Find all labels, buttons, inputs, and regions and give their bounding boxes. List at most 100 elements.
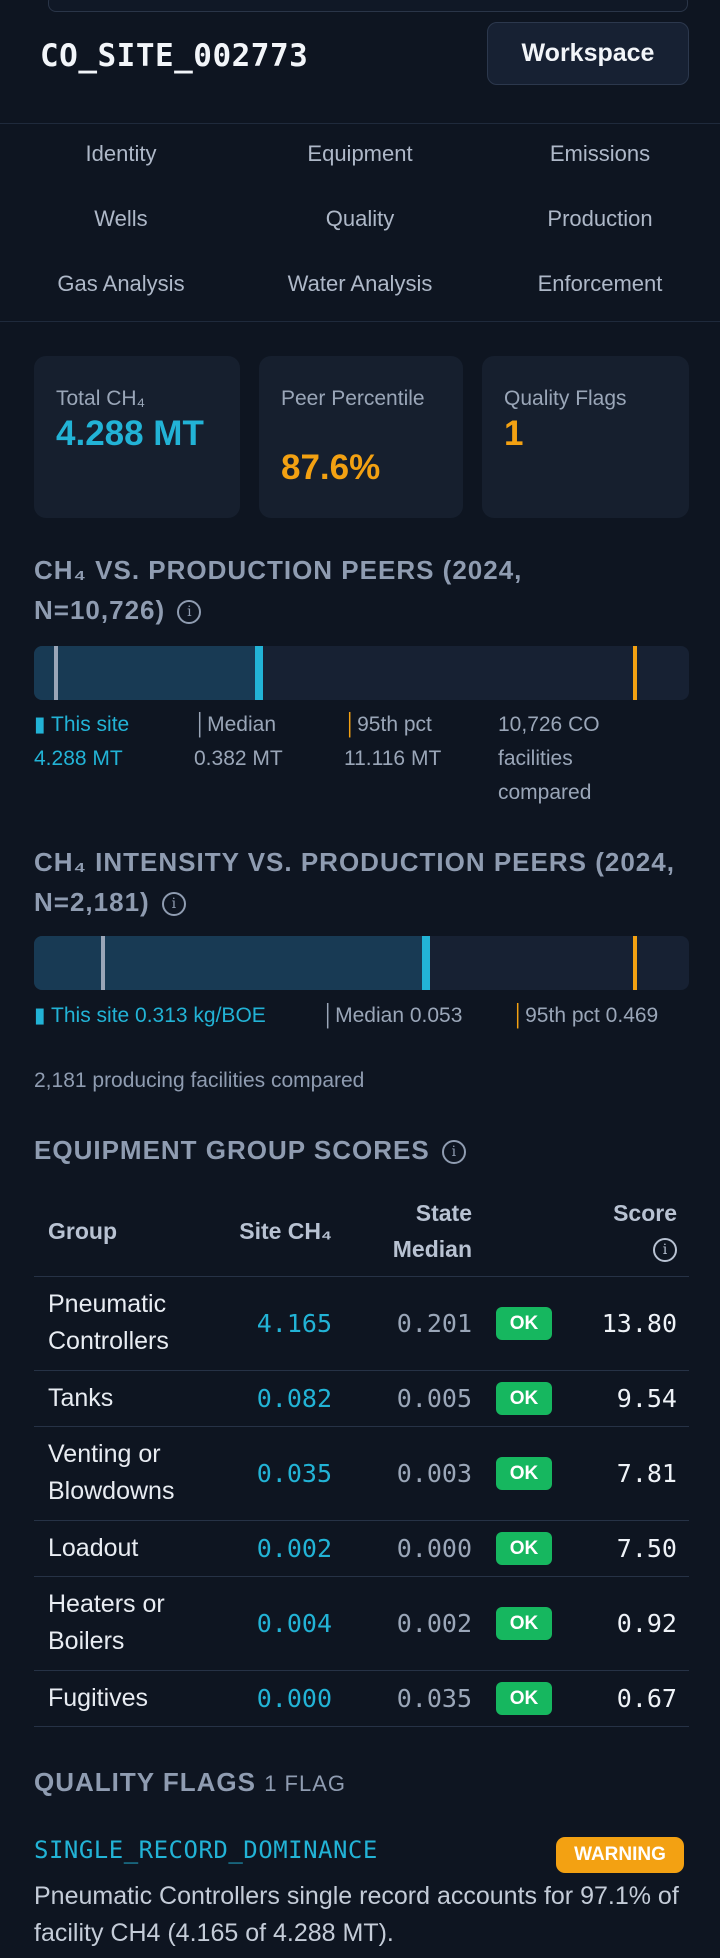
production-site-legend: ▮ This site 4.288 MT [34,708,129,776]
production-compared-note: 10,726 CO facilities compared [498,713,600,804]
production-median-label: Median [207,713,277,736]
production-p95-label: 95th pct [357,713,432,736]
production-median-marker [54,646,58,700]
total-ch4-card: Total CH₄ 4.288 MT [34,356,240,518]
ok-badge: OK [496,1681,552,1715]
ok-badge: OK [496,1381,552,1415]
tab-quality[interactable]: Quality [325,206,395,231]
state-median-value: 0.035 [344,1670,484,1727]
equipment-scores-title: EQUIPMENT GROUP SCORES i [34,1130,466,1170]
table-row: Loadout 0.002 0.000 OK 7.50 [34,1520,689,1577]
production-median-value: 0.382 MT [194,747,283,770]
table-row: Heaters or Boilers 0.004 0.002 OK 0.92 [34,1576,689,1671]
intensity-p95-marker [633,936,637,990]
equipment-group-name: Loadout [34,1520,234,1577]
status-badge: OK [484,1370,564,1427]
tab-gas-analysis[interactable]: Gas Analysis [57,271,185,296]
info-icon[interactable]: i [161,892,186,916]
column-header-state-median[interactable]: State Median [344,1186,484,1277]
column-header-site[interactable]: Site CH₄ [234,1186,344,1277]
intensity-site-marker [422,936,430,990]
equipment-group-name: Fugitives [34,1670,234,1727]
intensity-site-legend: ▮ This site 0.313 kg/BOE [34,1004,266,1027]
equipment-group-name: Tanks [34,1370,234,1427]
intensity-p95-legend: │95th pct 0.469 [512,1004,659,1027]
state-median-value: 0.201 [344,1276,484,1371]
equipment-group-name: Pneumatic Controllers [34,1276,234,1371]
tab-enforcement[interactable]: Enforcement [537,271,663,296]
top-search-strip[interactable] [48,0,688,12]
tab-equipment[interactable]: Equipment [307,141,413,166]
quality-flags-card: Quality Flags 1 [482,356,689,518]
ok-badge: OK [496,1306,552,1340]
production-median-legend: │Median 0.382 MT [194,708,283,776]
quality-flags-value: 1 [504,414,524,453]
equipment-group-name: Heaters or Boilers [34,1576,234,1671]
site-ch4-value: 0.004 [234,1576,344,1671]
table-row: Tanks 0.082 0.005 OK 9.54 [34,1370,689,1427]
production-p95-legend: │95th pct 11.116 MT [344,708,441,776]
site-header: CO_SITE_002773 Workspace [0,0,720,124]
section-tabs: Identity Equipment Emissions Wells Quali… [0,124,720,322]
column-header-score[interactable]: Score i [564,1186,689,1277]
intensity-median-legend: │Median 0.053 [322,1004,463,1027]
workspace-button[interactable]: Workspace [487,22,689,85]
site-ch4-value: 0.000 [234,1670,344,1727]
intensity-site-text: This site 0.313 kg/BOE [51,1004,266,1027]
intensity-peers-title-text: CH₄ INTENSITY VS. PRODUCTION PEERS (2024… [34,847,675,917]
info-icon[interactable]: i [653,1237,677,1262]
quality-flags-title: QUALITY FLAGS 1 FLAG [34,1762,346,1804]
site-ch4-value: 0.082 [234,1370,344,1427]
table-row: Pneumatic Controllers 4.165 0.201 OK 13.80 [34,1276,689,1371]
score-value: 7.50 [564,1520,689,1577]
production-p95-marker [633,646,637,700]
tab-emissions[interactable]: Emissions [549,141,651,166]
flag-description: Pneumatic Controllers single record acco… [34,1882,679,1947]
score-value: 7.81 [564,1426,689,1521]
status-badge: OK [484,1276,564,1371]
production-peers-bar [34,646,689,700]
tab-production[interactable]: Production [547,206,653,231]
score-value: 13.80 [564,1276,689,1371]
state-median-value: 0.000 [344,1520,484,1577]
state-median-value: 0.002 [344,1576,484,1671]
state-median-value: 0.005 [344,1370,484,1427]
column-header-group[interactable]: Group [34,1186,234,1277]
status-badge: OK [484,1520,564,1577]
warning-badge: WARNING [556,1837,684,1873]
status-badge: OK [484,1670,564,1727]
tab-identity[interactable]: Identity [85,141,157,166]
site-ch4-value: 0.035 [234,1426,344,1521]
intensity-p95-text: 95th pct 0.469 [525,1004,659,1027]
quality-flags-label: Quality Flags [504,387,627,410]
ok-badge: OK [496,1531,552,1565]
production-site-label: This site [51,713,130,736]
equipment-group-name: Venting or Blowdowns [34,1426,234,1521]
peer-percentile-value: 87.6% [281,448,381,487]
production-site-value: 4.288 MT [34,747,123,770]
site-ch4-value: 0.002 [234,1520,344,1577]
quality-flags-count: 1 FLAG [264,1771,347,1796]
intensity-peers-title: CH₄ INTENSITY VS. PRODUCTION PEERS (2024… [34,842,684,922]
table-row: Venting or Blowdowns 0.035 0.003 OK 7.81 [34,1426,689,1521]
equipment-scores-table: Group Site CH₄ State Median Score i Pneu… [34,1186,689,1727]
info-icon[interactable]: i [177,600,202,624]
score-value: 0.92 [564,1576,689,1671]
intensity-peers-fill [34,936,430,990]
total-ch4-label: Total CH₄ [56,387,146,410]
production-site-marker [255,646,263,700]
total-ch4-value: 4.288 MT [56,414,204,453]
flag-code: SINGLE_RECORD_DOMINANCE [34,1836,378,1864]
production-peers-title: CH₄ VS. PRODUCTION PEERS (2024, N=10,726… [34,550,634,630]
production-peers-fill [34,646,263,700]
ok-badge: OK [496,1606,552,1640]
intensity-compared-note: 2,181 producing facilities compared [34,1069,365,1092]
status-badge: OK [484,1576,564,1671]
tab-wells[interactable]: Wells [94,206,148,231]
tab-water-analysis[interactable]: Water Analysis [287,271,433,296]
ok-badge: OK [496,1456,552,1490]
score-value: 9.54 [564,1370,689,1427]
info-icon[interactable]: i [441,1140,466,1164]
state-median-value: 0.003 [344,1426,484,1521]
table-header-row: Group Site CH₄ State Median Score i [34,1186,689,1277]
